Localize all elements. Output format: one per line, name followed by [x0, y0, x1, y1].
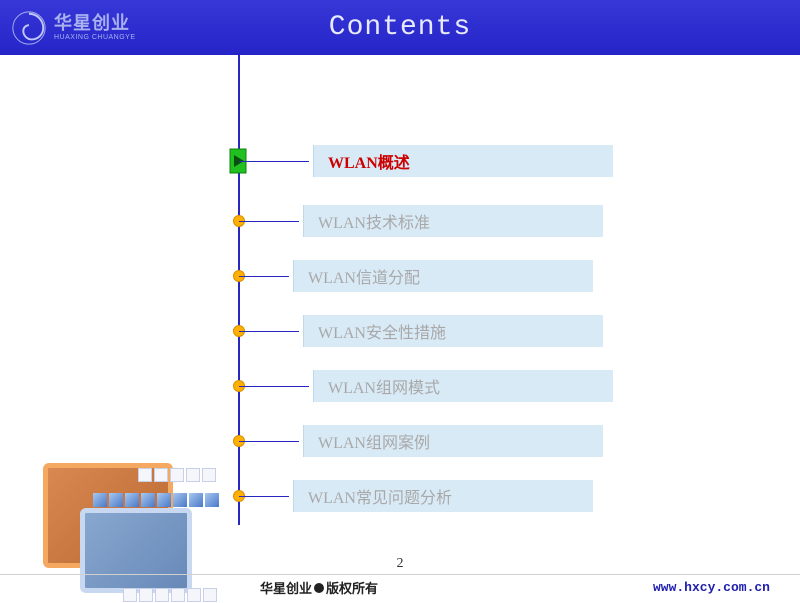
timeline-line: [238, 55, 240, 525]
connector-line: [239, 331, 299, 332]
footer-dot-icon: [314, 583, 324, 593]
logo-text-en: HUAXING CHUANGYE: [54, 34, 136, 41]
footer: 华星创业 版权所有 www.hxcy.com.cn: [0, 574, 800, 600]
spiral-logo-icon: [10, 9, 48, 47]
page-title: Contents: [329, 12, 471, 43]
footer-copyright: 华星创业 版权所有: [260, 578, 378, 597]
connector-line: [239, 276, 289, 277]
toc-item-label[interactable]: WLAN组网模式: [313, 370, 613, 402]
footer-url: www.hxcy.com.cn: [653, 580, 770, 595]
decor-squares-row-2: [93, 493, 219, 507]
page-number: 2: [397, 556, 404, 572]
decor-squares-row-1: [138, 468, 216, 482]
connector-line: [239, 221, 299, 222]
toc-item-label[interactable]: WLAN组网案例: [303, 425, 603, 457]
toc-item-label[interactable]: WLAN常见问题分析: [293, 480, 593, 512]
header-bar: 华星创业 HUAXING CHUANGYE Contents: [0, 0, 800, 55]
content-area: WLAN概述 WLAN技术标准 WLAN信道分配 WLAN安全性措施 WLAN组网模式 W…: [0, 55, 800, 560]
toc-item-label[interactable]: WLAN安全性措施: [303, 315, 603, 347]
logo-text-cn: 华星创业: [54, 14, 136, 32]
toc-item-label[interactable]: WLAN信道分配: [293, 260, 593, 292]
toc-item-label[interactable]: WLAN技术标准: [303, 205, 603, 237]
footer-company: 华星创业: [260, 578, 312, 597]
footer-rights: 版权所有: [326, 578, 378, 597]
toc-item-label[interactable]: WLAN概述: [313, 145, 613, 177]
logo: 华星创业 HUAXING CHUANGYE: [0, 9, 136, 47]
connector-line: [239, 386, 309, 387]
connector-line: [239, 496, 289, 497]
connector-line: [239, 161, 309, 162]
connector-line: [239, 441, 299, 442]
